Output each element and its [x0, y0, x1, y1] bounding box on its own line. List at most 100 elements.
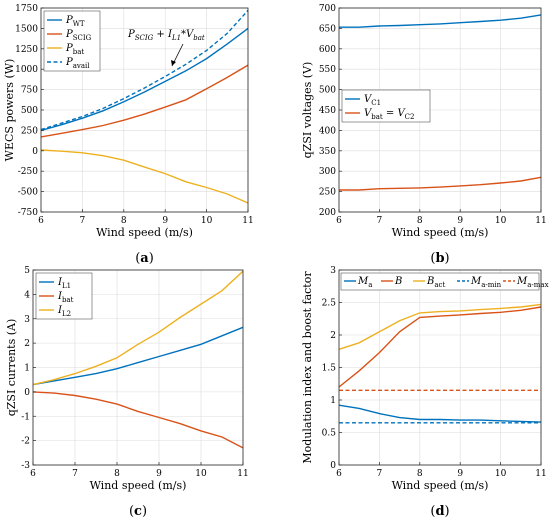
x-tick-label: 11	[242, 216, 253, 226]
legend-entry: VC1	[364, 94, 381, 107]
chart-annotation: PSCIG + IL1*Vbat	[127, 29, 205, 42]
y-tick-label: 1	[330, 396, 336, 406]
y-tick-label: 1	[24, 364, 30, 374]
y-tick-label: -500	[18, 188, 38, 198]
legend-symbol: B	[394, 276, 402, 287]
x-axis-label: Wind speed (m/s)	[96, 226, 193, 239]
legend-entry: Ibat	[57, 291, 74, 304]
legend-subscript: C1	[371, 99, 381, 107]
panel-label-paren: (	[129, 504, 134, 519]
legend-entry: Ma-min	[470, 276, 502, 289]
series-line-il1	[32, 326, 244, 386]
x-tick-label: 8	[417, 469, 423, 479]
x-tick-label: 6	[336, 469, 342, 479]
y-tick-label: 650	[319, 24, 336, 34]
legend-symbol: I	[57, 291, 63, 302]
legend-entry: PWT	[65, 15, 85, 28]
legend-subscript: a	[368, 281, 372, 289]
annotation-symbol: P	[127, 29, 135, 40]
y-tick-label: 400	[319, 126, 336, 136]
panel-label-paren: )	[142, 504, 147, 519]
annotation-symbol: *V	[181, 29, 195, 40]
x-tick-label: 9	[156, 469, 162, 479]
legend-entry: Bact	[426, 276, 445, 289]
panel-label-paren: )	[445, 251, 450, 266]
legend-subscript: a-min	[481, 281, 501, 289]
y-tick-label: 1250	[15, 45, 38, 55]
legend-subscript: avail	[73, 62, 91, 70]
y-tick-label: 1750	[15, 4, 38, 14]
panel-label-letter: c	[134, 504, 142, 519]
y-tick-label: -3	[21, 461, 30, 471]
panel-label: (c)	[129, 504, 147, 519]
y-tick-label: 2	[24, 339, 30, 349]
x-tick-label: 6	[336, 216, 342, 226]
y-tick-label: 500	[21, 106, 38, 116]
annotation-subscript: SCIG	[135, 34, 154, 42]
annotation-subscript: bat	[193, 34, 205, 42]
legend-entry: Pbat	[65, 43, 84, 56]
y-tick-label: 0.5	[322, 429, 337, 439]
legend-entry: IL1	[57, 277, 71, 290]
x-axis-label: Wind speed (m/s)	[392, 479, 489, 492]
x-tick-label: 10	[195, 469, 207, 479]
x-tick-label: 7	[377, 216, 383, 226]
series-line-b	[338, 306, 542, 388]
y-tick-label: 550	[319, 65, 336, 75]
legend: Ma B Bact Ma-min Ma-max	[340, 272, 549, 291]
series-line-pscig	[40, 64, 249, 138]
chart-panel-d: 6 7 8 9 10 11 0 0.5 1 1.5 2 2.5 3 Wind speed (m/s) Mod…	[301, 266, 549, 519]
panel-label: (a)	[135, 251, 154, 266]
y-axis-label: qZSI currents (A)	[5, 319, 18, 417]
y-tick-label: 700	[319, 4, 336, 14]
panel-label-paren: )	[149, 251, 154, 266]
panel-label: (d)	[430, 504, 449, 519]
y-tick-label: 250	[21, 126, 38, 136]
legend-symbol: V	[364, 108, 373, 119]
panel-label-letter: d	[435, 504, 444, 519]
legend-symbol: V	[364, 94, 373, 105]
y-axis-label: qZSI voltages (V)	[301, 62, 314, 159]
y-tick-label: 300	[319, 167, 336, 177]
y-tick-label: 1500	[15, 24, 38, 34]
series-line-pbat	[40, 149, 249, 204]
panel-label-paren: (	[135, 251, 140, 266]
y-tick-label: 250	[319, 188, 336, 198]
y-tick-label: 3	[24, 315, 30, 325]
series-line-ibat	[32, 391, 244, 449]
legend-symbol: P	[65, 29, 73, 40]
legend-subscript: bat	[62, 296, 74, 304]
legend-subscript: L2	[62, 310, 71, 318]
series-line-ma	[338, 404, 542, 423]
y-tick-label: 1.5	[322, 364, 337, 374]
legend-subscript: act	[434, 281, 445, 289]
y-tick-label: -2	[21, 437, 30, 447]
series-line-pwt	[40, 27, 249, 132]
panel-label-letter: b	[435, 251, 444, 266]
x-tick-label: 9	[162, 216, 168, 226]
legend-symbol: P	[65, 57, 73, 68]
legend-symbol: M	[470, 276, 482, 287]
x-tick-label: 8	[114, 469, 120, 479]
y-axis-label: WECS powers (W)	[3, 59, 16, 162]
panel-label-letter: a	[140, 251, 149, 266]
x-axis-label: Wind speed (m/s)	[392, 226, 489, 239]
series-line-bact	[338, 303, 542, 350]
chart-panel-a: 6 7 8 9 10 11 -750 -500 -250 0 250 500 750 1000 1250 15…	[3, 4, 254, 266]
y-tick-label: 200	[319, 208, 336, 218]
x-tick-label: 9	[457, 216, 463, 226]
y-tick-label: 750	[21, 86, 38, 96]
y-tick-label: 1000	[15, 65, 38, 75]
y-tick-label: -250	[18, 167, 38, 177]
x-tick-label: 7	[377, 469, 383, 479]
y-tick-label: 2.5	[322, 299, 337, 309]
legend-subscript: bat	[371, 113, 383, 121]
annotation-arrowhead	[171, 60, 176, 66]
x-tick-label: 10	[495, 216, 507, 226]
x-tick-label: 10	[495, 469, 507, 479]
y-tick-label: 350	[319, 147, 336, 157]
